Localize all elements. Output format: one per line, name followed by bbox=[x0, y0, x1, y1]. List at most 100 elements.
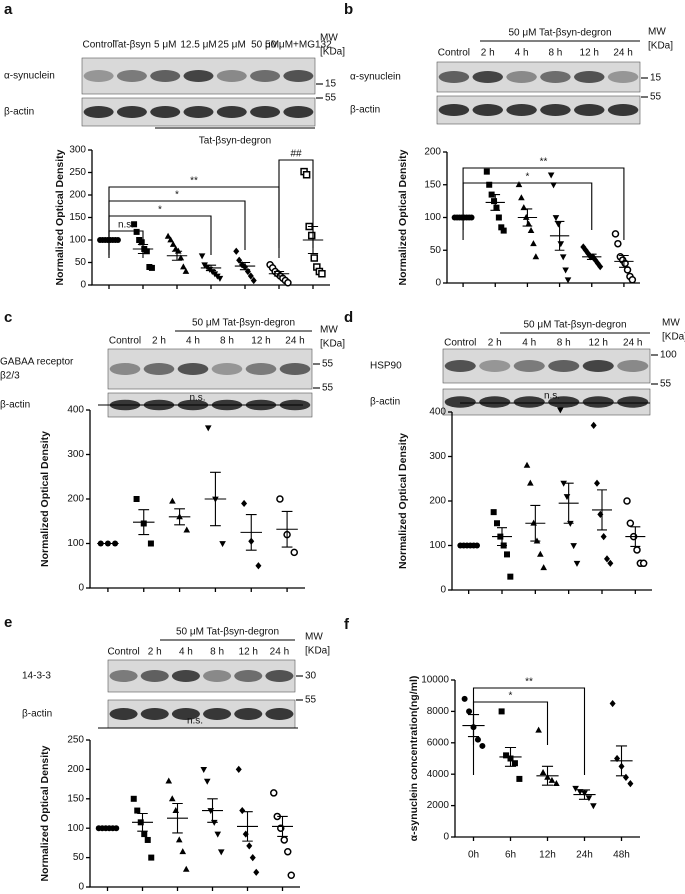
dot bbox=[626, 519, 635, 527]
dot bbox=[572, 785, 579, 792]
y-tick-label: 0 bbox=[435, 278, 441, 289]
mw-marker: 15 bbox=[650, 73, 662, 84]
dot bbox=[169, 240, 177, 247]
blot-band bbox=[444, 360, 476, 372]
y-tick-label: 50 bbox=[430, 245, 442, 256]
y-tick-label: 200 bbox=[67, 764, 84, 775]
dot bbox=[246, 842, 253, 850]
dot bbox=[600, 533, 607, 541]
significance: n.s. bbox=[544, 391, 560, 402]
lane-label: 50 μM bbox=[251, 40, 279, 51]
blot-band bbox=[472, 71, 503, 83]
dot bbox=[550, 182, 557, 189]
sem-bar bbox=[174, 508, 185, 526]
blot-band bbox=[438, 104, 470, 116]
axis bbox=[446, 152, 640, 284]
lane-label: 24 h bbox=[285, 336, 304, 347]
dot bbox=[623, 497, 631, 505]
blot-band bbox=[171, 670, 200, 682]
row-label: β-actin bbox=[370, 397, 400, 408]
dot bbox=[474, 736, 481, 743]
y-tick-label: 200 bbox=[429, 496, 446, 507]
sem-bar bbox=[239, 261, 251, 271]
dot bbox=[168, 795, 176, 802]
blot-band bbox=[140, 708, 169, 720]
blot-header: 50 μM Tat-βsyn-degron bbox=[176, 627, 279, 638]
blot-strip bbox=[107, 348, 313, 390]
y-axis-label: α-synuclein concentration(ng/ml) bbox=[408, 676, 420, 842]
blot-band bbox=[506, 71, 537, 83]
dot bbox=[169, 497, 176, 504]
blot-band bbox=[283, 70, 314, 82]
dot bbox=[270, 789, 278, 797]
blot-band bbox=[234, 708, 263, 720]
x-tick-label: 0h bbox=[468, 850, 479, 861]
y-axis-label: Normalized Optical Density bbox=[39, 431, 51, 567]
dot bbox=[210, 819, 218, 826]
dot bbox=[559, 254, 567, 261]
dot bbox=[239, 806, 246, 815]
mw-label: MW bbox=[648, 27, 666, 38]
bracket bbox=[462, 167, 625, 240]
mw-marker: 55 bbox=[322, 383, 334, 394]
significance: n.s. bbox=[118, 220, 134, 231]
blot-band bbox=[150, 106, 181, 118]
lane-label: 2 h bbox=[152, 336, 166, 347]
y-tick-label: 50 bbox=[73, 852, 85, 863]
significance: * bbox=[175, 190, 179, 201]
sem-bar bbox=[554, 220, 565, 251]
dot bbox=[302, 171, 311, 179]
dot bbox=[498, 708, 505, 715]
dot bbox=[527, 227, 535, 233]
axis bbox=[89, 410, 305, 589]
dot bbox=[167, 236, 174, 243]
row-label: α-synuclein bbox=[350, 72, 401, 83]
dot bbox=[503, 752, 510, 759]
bracket bbox=[278, 159, 314, 248]
y-tick-label: 8000 bbox=[427, 706, 450, 717]
mw-marker: 100 bbox=[660, 350, 677, 361]
dot bbox=[553, 780, 560, 787]
sem-bar bbox=[586, 253, 597, 260]
dot bbox=[247, 272, 254, 280]
axis bbox=[89, 740, 300, 888]
x-tick-label: 12h bbox=[539, 850, 556, 861]
mw-marker: 55 bbox=[322, 359, 334, 370]
dot bbox=[255, 562, 262, 570]
mw-label: [KDa] bbox=[648, 41, 673, 52]
y-tick-label: 100 bbox=[69, 235, 86, 246]
mw-marker: 30 bbox=[305, 671, 317, 682]
dot bbox=[204, 425, 212, 432]
dot bbox=[547, 172, 555, 179]
blot-band bbox=[607, 104, 639, 116]
row-label: β2/3 bbox=[0, 371, 20, 382]
significance: ** bbox=[540, 157, 548, 168]
dot bbox=[590, 421, 597, 429]
dot bbox=[611, 230, 620, 238]
blot-band bbox=[479, 396, 511, 408]
dot bbox=[607, 559, 614, 567]
dot bbox=[597, 263, 604, 271]
dot bbox=[180, 263, 187, 270]
blot-strip bbox=[442, 388, 651, 416]
mw-label: [KDa] bbox=[320, 339, 345, 350]
blot-band bbox=[109, 708, 138, 720]
row-label: HSP90 bbox=[370, 361, 402, 372]
lane-label: Control bbox=[107, 647, 139, 658]
y-axis-label: Normalized Optical Density bbox=[39, 745, 51, 881]
row-label: β-actin bbox=[0, 400, 30, 411]
y-tick-label: 4000 bbox=[427, 769, 450, 780]
dot bbox=[148, 264, 155, 271]
blot-band bbox=[177, 363, 209, 375]
y-tick-label: 200 bbox=[69, 190, 86, 201]
blot-band bbox=[250, 70, 281, 82]
blot-band bbox=[617, 396, 649, 408]
dot bbox=[490, 509, 497, 516]
lane-label: 12 h bbox=[251, 336, 270, 347]
dot bbox=[518, 194, 525, 201]
dot bbox=[532, 253, 540, 260]
dot bbox=[573, 560, 581, 567]
sem-bar bbox=[138, 509, 150, 536]
dot bbox=[133, 496, 140, 502]
blot-band bbox=[513, 396, 545, 408]
